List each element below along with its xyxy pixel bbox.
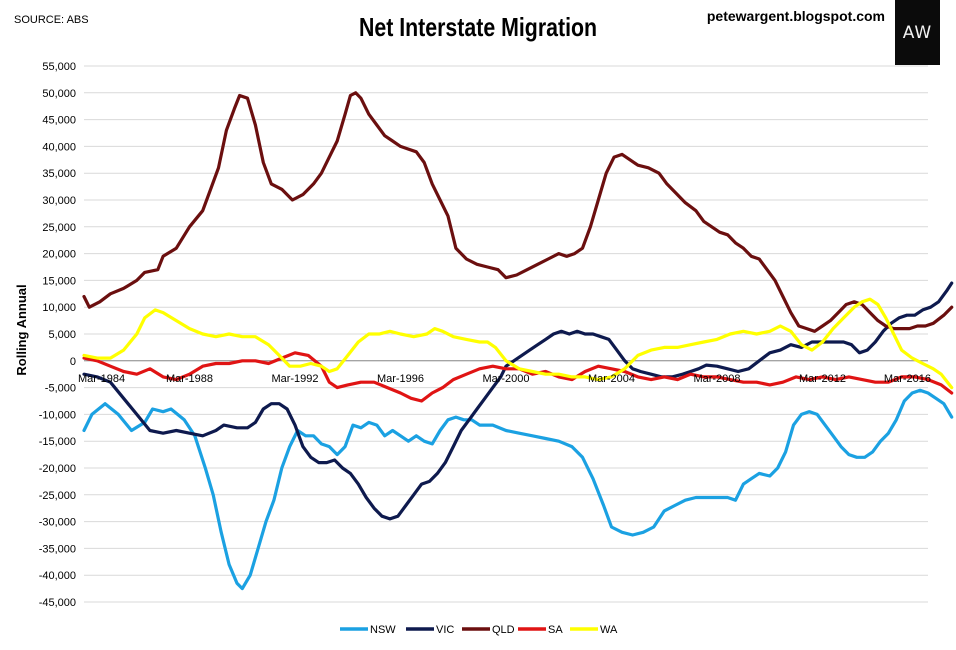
y-tick-label: 30,000 (42, 195, 76, 207)
y-tick-label: -15,000 (39, 436, 76, 448)
y-tick-label: -20,000 (39, 463, 76, 475)
x-tick-label: Mar-1984 (78, 373, 125, 385)
y-tick-label: -10,000 (39, 409, 76, 421)
aw-logo: AW (895, 0, 940, 65)
gridlines (84, 65, 928, 603)
y-tick-label: 25,000 (42, 222, 76, 234)
x-tick-label: Mar-2008 (693, 373, 740, 385)
y-tick-label: -30,000 (39, 517, 76, 529)
x-tick-label: Mar-1992 (271, 373, 318, 385)
y-tick-label: -5,000 (45, 383, 76, 395)
x-tick-label: Mar-2016 (884, 373, 931, 385)
y-tick-label: 15,000 (42, 275, 76, 287)
y-tick-label: 20,000 (42, 249, 76, 261)
y-tick-label: 40,000 (42, 141, 76, 153)
y-tick-label: -35,000 (39, 543, 76, 555)
y-tick-label: -40,000 (39, 570, 76, 582)
series-line-vic (82, 281, 954, 521)
legend-label-wa: WA (600, 624, 618, 636)
x-tick-label: Mar-1988 (166, 373, 213, 385)
y-tick-label: 50,000 (42, 88, 76, 100)
y-axis-title: Rolling Annual (14, 284, 29, 375)
y-tick-label: 5,000 (48, 329, 76, 341)
y-tick-label: 45,000 (42, 115, 76, 127)
y-tick-label: 55,000 (42, 61, 76, 73)
y-tick-label: -25,000 (39, 490, 76, 502)
y-tick-label: 10,000 (42, 302, 76, 314)
legend: NSW VIC QLD SA WA (340, 624, 618, 636)
source-label: SOURCE: ABS (14, 14, 89, 26)
legend-label-qld: QLD (492, 624, 515, 636)
series-lines (82, 91, 954, 591)
series-line-wa (82, 297, 954, 390)
x-tick-label: Mar-2000 (482, 373, 529, 385)
y-tick-label: 35,000 (42, 168, 76, 180)
legend-label-nsw: NSW (370, 624, 396, 636)
chart-title: Net Interstate Migration (358, 12, 598, 42)
y-axis-ticks: 55,000 50,000 45,000 40,000 35,000 30,000 25,0… (39, 61, 76, 609)
x-axis-ticks: Mar-1984 Mar-1988 Mar-1992 Mar-1996 Mar-2000… (78, 373, 931, 385)
series-line-sa (82, 351, 954, 403)
legend-label-sa: SA (548, 624, 563, 636)
legend-label-vic: VIC (436, 624, 454, 636)
y-tick-label: -45,000 (39, 597, 76, 609)
blog-url: petewargent.blogspot.com (706, 8, 885, 24)
series-line-nsw (82, 388, 954, 591)
y-tick-label: 0 (70, 356, 76, 368)
series-line-qld (82, 91, 954, 333)
x-tick-label: Mar-2004 (588, 373, 635, 385)
x-tick-label: Mar-1996 (377, 373, 424, 385)
x-tick-label: Mar-2012 (799, 373, 846, 385)
